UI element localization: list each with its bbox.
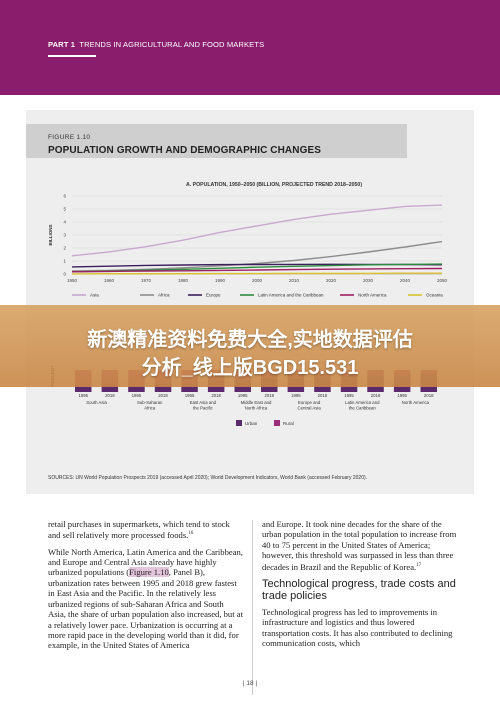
- paragraph-text: and Europe. It took nine decades for the…: [262, 519, 457, 572]
- paragraph-text: , Panel B), urbanization rates between 1…: [48, 567, 243, 651]
- group-label: Europe and: [298, 400, 321, 405]
- column-divider: [252, 520, 253, 695]
- group-label: Sub-Saharan: [137, 400, 163, 405]
- figure-title: POPULATION GROWTH AND DEMOGRAPHIC CHANGE…: [48, 145, 321, 156]
- group-label: North Africa: [245, 406, 268, 411]
- header-rule: [48, 55, 96, 57]
- page-header: PART 1 TRENDS IN AGRICULTURAL AND FOOD M…: [0, 0, 500, 95]
- endnote-ref: 17: [416, 562, 422, 568]
- legend-label: Asia: [90, 293, 99, 298]
- group-label: the Pacific: [193, 406, 214, 411]
- series-line: [71, 267, 443, 273]
- x-tick-label: 1995: [344, 393, 354, 398]
- y-tick-label: 6: [63, 194, 66, 199]
- bar-urban: [128, 385, 145, 392]
- bar-urban: [154, 383, 172, 392]
- paragraph-text: While North America, Latin America and t…: [48, 546, 243, 578]
- x-tick-label: 1950: [67, 278, 78, 283]
- body-column-right: and Europe. It took nine decades for the…: [262, 519, 457, 655]
- x-tick-label: 2018: [265, 393, 275, 398]
- bar-urban: [101, 384, 119, 392]
- x-tick-label: 2018: [211, 393, 221, 398]
- x-tick-label: 1980: [178, 278, 189, 283]
- x-tick-label: 2018: [371, 393, 381, 398]
- group-label: East Asia and: [190, 400, 217, 405]
- legend-label: Urban: [245, 421, 258, 426]
- legend-label: Latin America and the Caribbean: [258, 293, 324, 298]
- x-tick-label: 1995: [185, 393, 195, 398]
- x-tick-label: 2030: [363, 278, 374, 283]
- legend-swatch: [236, 420, 242, 426]
- section-heading: Technological progress, trade costs and …: [262, 577, 456, 603]
- group-label: Latin America and: [345, 400, 380, 405]
- line-chart-title: A. POPULATION, 1950–2050 (BILLION, PROJE…: [186, 182, 363, 188]
- x-tick-label: 2020: [326, 278, 337, 283]
- figure-title-band: [26, 124, 407, 158]
- legend-label: Europe: [206, 293, 221, 298]
- x-tick-label: 2018: [105, 393, 115, 398]
- x-tick-label: 2018: [158, 393, 168, 398]
- part-title: TRENDS IN AGRICULTURAL AND FOOD MARKETS: [79, 40, 265, 49]
- legend-label: Africa: [158, 293, 170, 298]
- x-tick-label: 2000: [252, 278, 263, 283]
- x-tick-label: 1995: [79, 393, 89, 398]
- running-header: PART 1 TRENDS IN AGRICULTURAL AND FOOD M…: [48, 40, 264, 49]
- group-label: North America: [402, 400, 430, 405]
- bar-urban: [75, 386, 92, 392]
- banner-line-1: 新澳精准资料免费大全,实地数据评估: [87, 329, 413, 351]
- series-line: [71, 204, 443, 257]
- y-tick-label: 3: [63, 233, 66, 238]
- part-label: PART 1: [48, 40, 76, 49]
- x-tick-label: 2018: [424, 393, 434, 398]
- group-label: Middle East and: [241, 400, 272, 405]
- body-column-left: retail purchases in supermarkets, which …: [48, 519, 243, 657]
- x-tick-label: 1990: [215, 278, 226, 283]
- group-label: Central Asia: [298, 406, 322, 411]
- page-number: | 18 |: [242, 680, 258, 687]
- legend-swatch: [274, 420, 280, 426]
- x-tick-label: 2018: [318, 393, 328, 398]
- paragraph: While North America, Latin America and t…: [48, 547, 243, 651]
- x-tick-label: 1970: [141, 278, 152, 283]
- legend-label: North America: [358, 293, 387, 298]
- x-tick-label: 2040: [400, 278, 411, 283]
- y-tick-label: 1: [63, 259, 66, 264]
- banner-line-2: 分析_线上版BGD15.531: [141, 357, 359, 379]
- figure-link[interactable]: Figure 1.10: [129, 567, 169, 578]
- paragraph-text: Technological progress has led to improv…: [262, 606, 453, 649]
- x-tick-label: 1995: [132, 393, 142, 398]
- y-axis-label: BILLIONS: [48, 225, 53, 246]
- group-label: South Asia: [86, 400, 107, 405]
- paragraph: and Europe. It took nine decades for the…: [262, 519, 457, 572]
- paragraph: retail purchases in supermarkets, which …: [48, 519, 243, 541]
- figure-label: FIGURE 1.10: [48, 134, 91, 141]
- x-tick-label: 1995: [238, 393, 248, 398]
- y-tick-label: 2: [63, 246, 66, 251]
- x-tick-label: 2050: [437, 278, 448, 283]
- y-tick-label: 4: [63, 220, 66, 225]
- figure-panel: FIGURE 1.10 POPULATION GROWTH AND DEMOGR…: [26, 110, 474, 494]
- endnote-ref: 16: [188, 531, 194, 537]
- series-line: [71, 272, 442, 275]
- legend-label: Rural: [283, 421, 294, 426]
- x-tick-label: 2010: [289, 278, 300, 283]
- figure-sources: SOURCES: UN World Population Prospects 2…: [48, 475, 368, 481]
- paragraph-text: retail purchases in supermarkets, which …: [48, 519, 230, 541]
- paragraph: Technological progress has led to improv…: [262, 607, 457, 649]
- bar-urban: [181, 383, 198, 392]
- overlay-banner: 新澳精准资料免费大全,实地数据评估 分析_线上版BGD15.531: [0, 305, 500, 387]
- series-line: [71, 240, 443, 272]
- y-tick-label: 5: [63, 207, 66, 212]
- y-tick-label: 0: [63, 272, 66, 277]
- x-tick-label: 1960: [104, 278, 115, 283]
- x-tick-label: 1995: [291, 393, 301, 398]
- group-label: Africa: [144, 406, 156, 411]
- x-tick-label: 1995: [397, 393, 407, 398]
- group-label: the Caribbean: [349, 406, 377, 411]
- legend-label: Oceania: [426, 293, 443, 298]
